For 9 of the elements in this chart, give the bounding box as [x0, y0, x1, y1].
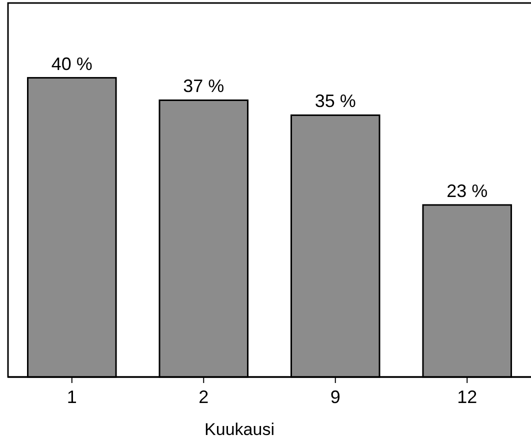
x-tick-label: 2 — [198, 387, 209, 407]
x-tick-label: 1 — [66, 387, 77, 407]
x-tick-label: 9 — [330, 387, 340, 407]
x-tick-label: 12 — [457, 387, 478, 407]
data-label: 35 % — [314, 91, 356, 112]
data-label: 23 % — [446, 180, 488, 201]
data-label: 37 % — [183, 76, 224, 96]
data-label: 40 % — [51, 54, 92, 74]
x-axis-title: Kuukausi — [204, 420, 274, 439]
